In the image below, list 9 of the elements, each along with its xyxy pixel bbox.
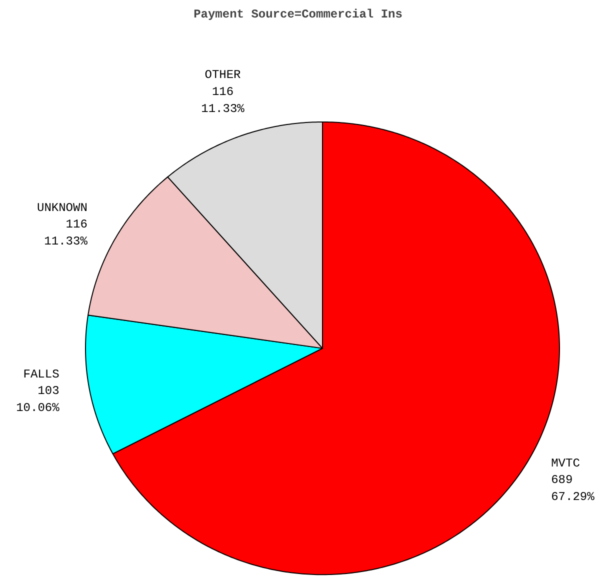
data-label: 689 67.29% bbox=[551, 473, 595, 504]
slice-label: OTHER bbox=[204, 68, 241, 82]
slice-label: FALLS bbox=[23, 367, 60, 382]
data-label: 116 11.33% bbox=[44, 218, 88, 249]
chart-title: Payment Source=Commercial Ins bbox=[194, 8, 402, 22]
slice-label: UNKNOWN bbox=[36, 200, 88, 215]
data-label: 103 10.06% bbox=[16, 384, 60, 415]
data-label: 116 11.33% bbox=[201, 85, 246, 116]
slice-label: MVTC bbox=[551, 456, 580, 470]
